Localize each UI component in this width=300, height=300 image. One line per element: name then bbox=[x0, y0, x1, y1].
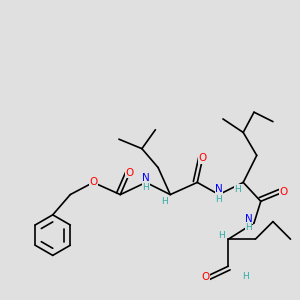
Text: N: N bbox=[142, 172, 150, 183]
Text: H: H bbox=[234, 185, 241, 194]
Text: O: O bbox=[201, 272, 209, 282]
Text: H: H bbox=[161, 197, 168, 206]
Text: H: H bbox=[245, 223, 252, 232]
Text: H: H bbox=[215, 196, 222, 205]
Text: O: O bbox=[126, 168, 134, 178]
Text: H: H bbox=[142, 183, 149, 192]
Text: H: H bbox=[218, 231, 225, 240]
Text: N: N bbox=[215, 184, 223, 194]
Text: H: H bbox=[242, 272, 249, 281]
Text: N: N bbox=[245, 214, 253, 224]
Text: O: O bbox=[199, 153, 207, 163]
Text: O: O bbox=[280, 187, 288, 197]
Text: O: O bbox=[89, 177, 98, 188]
